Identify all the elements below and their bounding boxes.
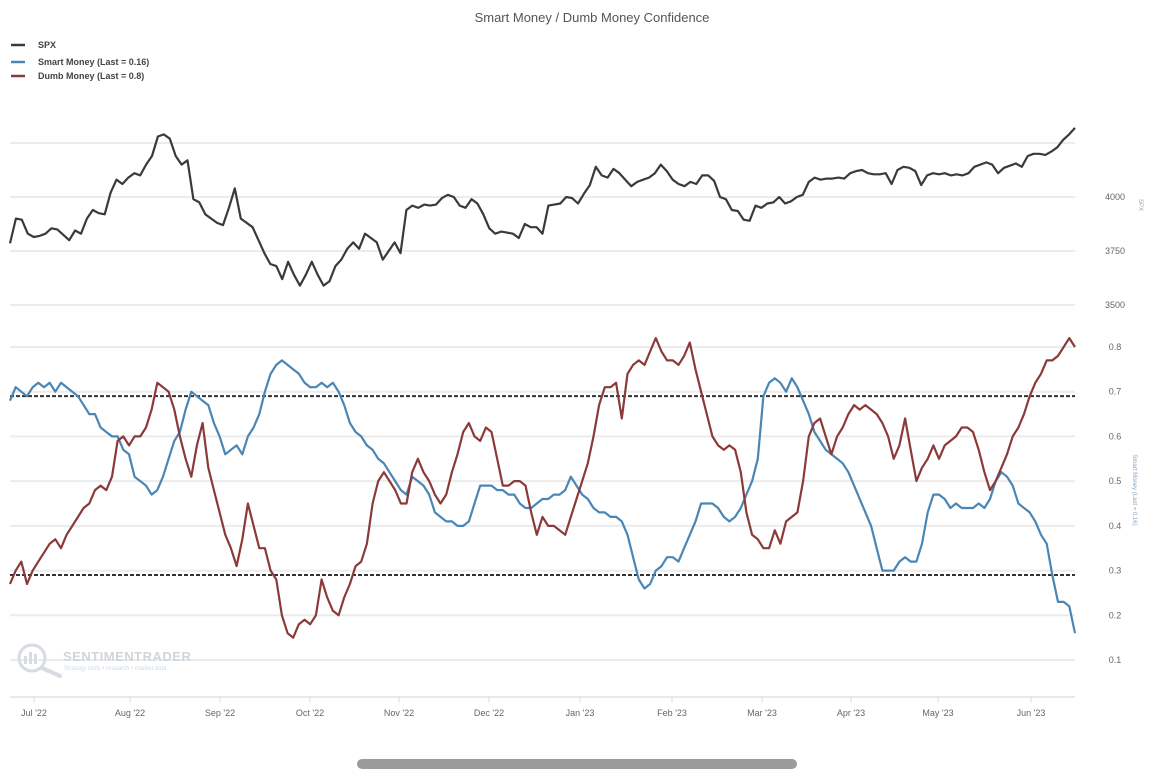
x-tick-label: Jun '23 [1017, 708, 1046, 718]
series-line-dumb-money [8, 337, 1076, 639]
y-tick-label: 0.4 [1109, 521, 1122, 531]
x-tick-label: Jul '22 [21, 708, 47, 718]
chart-title: Smart Money / Dumb Money Confidence [475, 10, 710, 25]
x-axis: Jul '22 Aug '22 Sep '22 Oct '22 Nov '22 Dec '… [10, 696, 1075, 718]
legend-label-dumb-money: Dumb Money (Last = 0.8) [38, 71, 144, 81]
watermark-title: SENTIMENTRADER [63, 649, 191, 664]
x-tick-label: Oct '22 [296, 708, 324, 718]
x-tick-label: Feb '23 [657, 708, 687, 718]
gridlines [10, 142, 1075, 661]
legend-entry-smart-money[interactable]: Smart Money (Last = 0.16) [11, 57, 149, 67]
legend-entry-spx[interactable]: SPX [11, 40, 56, 50]
y-tick-label: 3750 [1105, 246, 1125, 256]
y-axis-ticks: 3500 3750 4000 0.1 0.2 0.3 0.4 0.5 0.6 0.7 0.8 [1105, 192, 1125, 665]
y-axis-label-smart-money: Smart Money (Last = 0.16) [1131, 454, 1137, 525]
legend: SPX Smart Money (Last = 0.16) Dumb Money… [11, 40, 149, 81]
y-tick-label: 0.2 [1109, 610, 1122, 620]
y-tick-label: 0.8 [1109, 342, 1122, 352]
x-tick-label: Mar '23 [747, 708, 777, 718]
x-tick-label: Nov '22 [384, 708, 414, 718]
y-tick-label: 0.1 [1109, 655, 1122, 665]
x-tick-label: Dec '22 [474, 708, 504, 718]
y-axis-label-spx: SPX [1137, 199, 1143, 211]
legend-label-smart-money: Smart Money (Last = 0.16) [38, 57, 149, 67]
series [8, 127, 1077, 639]
y-tick-label: 4000 [1105, 192, 1125, 202]
x-tick-label: Jan '23 [566, 708, 595, 718]
legend-label-spx: SPX [38, 40, 56, 50]
y-tick-label: 0.7 [1109, 387, 1122, 397]
series-line-spx [8, 127, 1076, 287]
y-tick-label: 0.5 [1109, 476, 1122, 486]
watermark: SENTIMENTRADER Strategy tools • research… [17, 643, 191, 678]
x-tick-label: May '23 [922, 708, 953, 718]
y-tick-label: 0.3 [1109, 566, 1122, 576]
reference-lines [10, 395, 1075, 577]
x-tick-label: Sep '22 [205, 708, 235, 718]
series-line-smart-money [8, 359, 1077, 634]
watermark-subtitle: Strategy tools • research • market data [64, 666, 167, 672]
sentimentrader-logo-icon [17, 643, 62, 678]
x-tick-label: Aug '22 [115, 708, 145, 718]
y-tick-label: 3500 [1105, 300, 1125, 310]
horizontal-scrollbar[interactable] [357, 759, 797, 769]
legend-entry-dumb-money[interactable]: Dumb Money (Last = 0.8) [11, 71, 144, 81]
y-tick-label: 0.6 [1109, 431, 1122, 441]
x-tick-label: Apr '23 [837, 708, 865, 718]
